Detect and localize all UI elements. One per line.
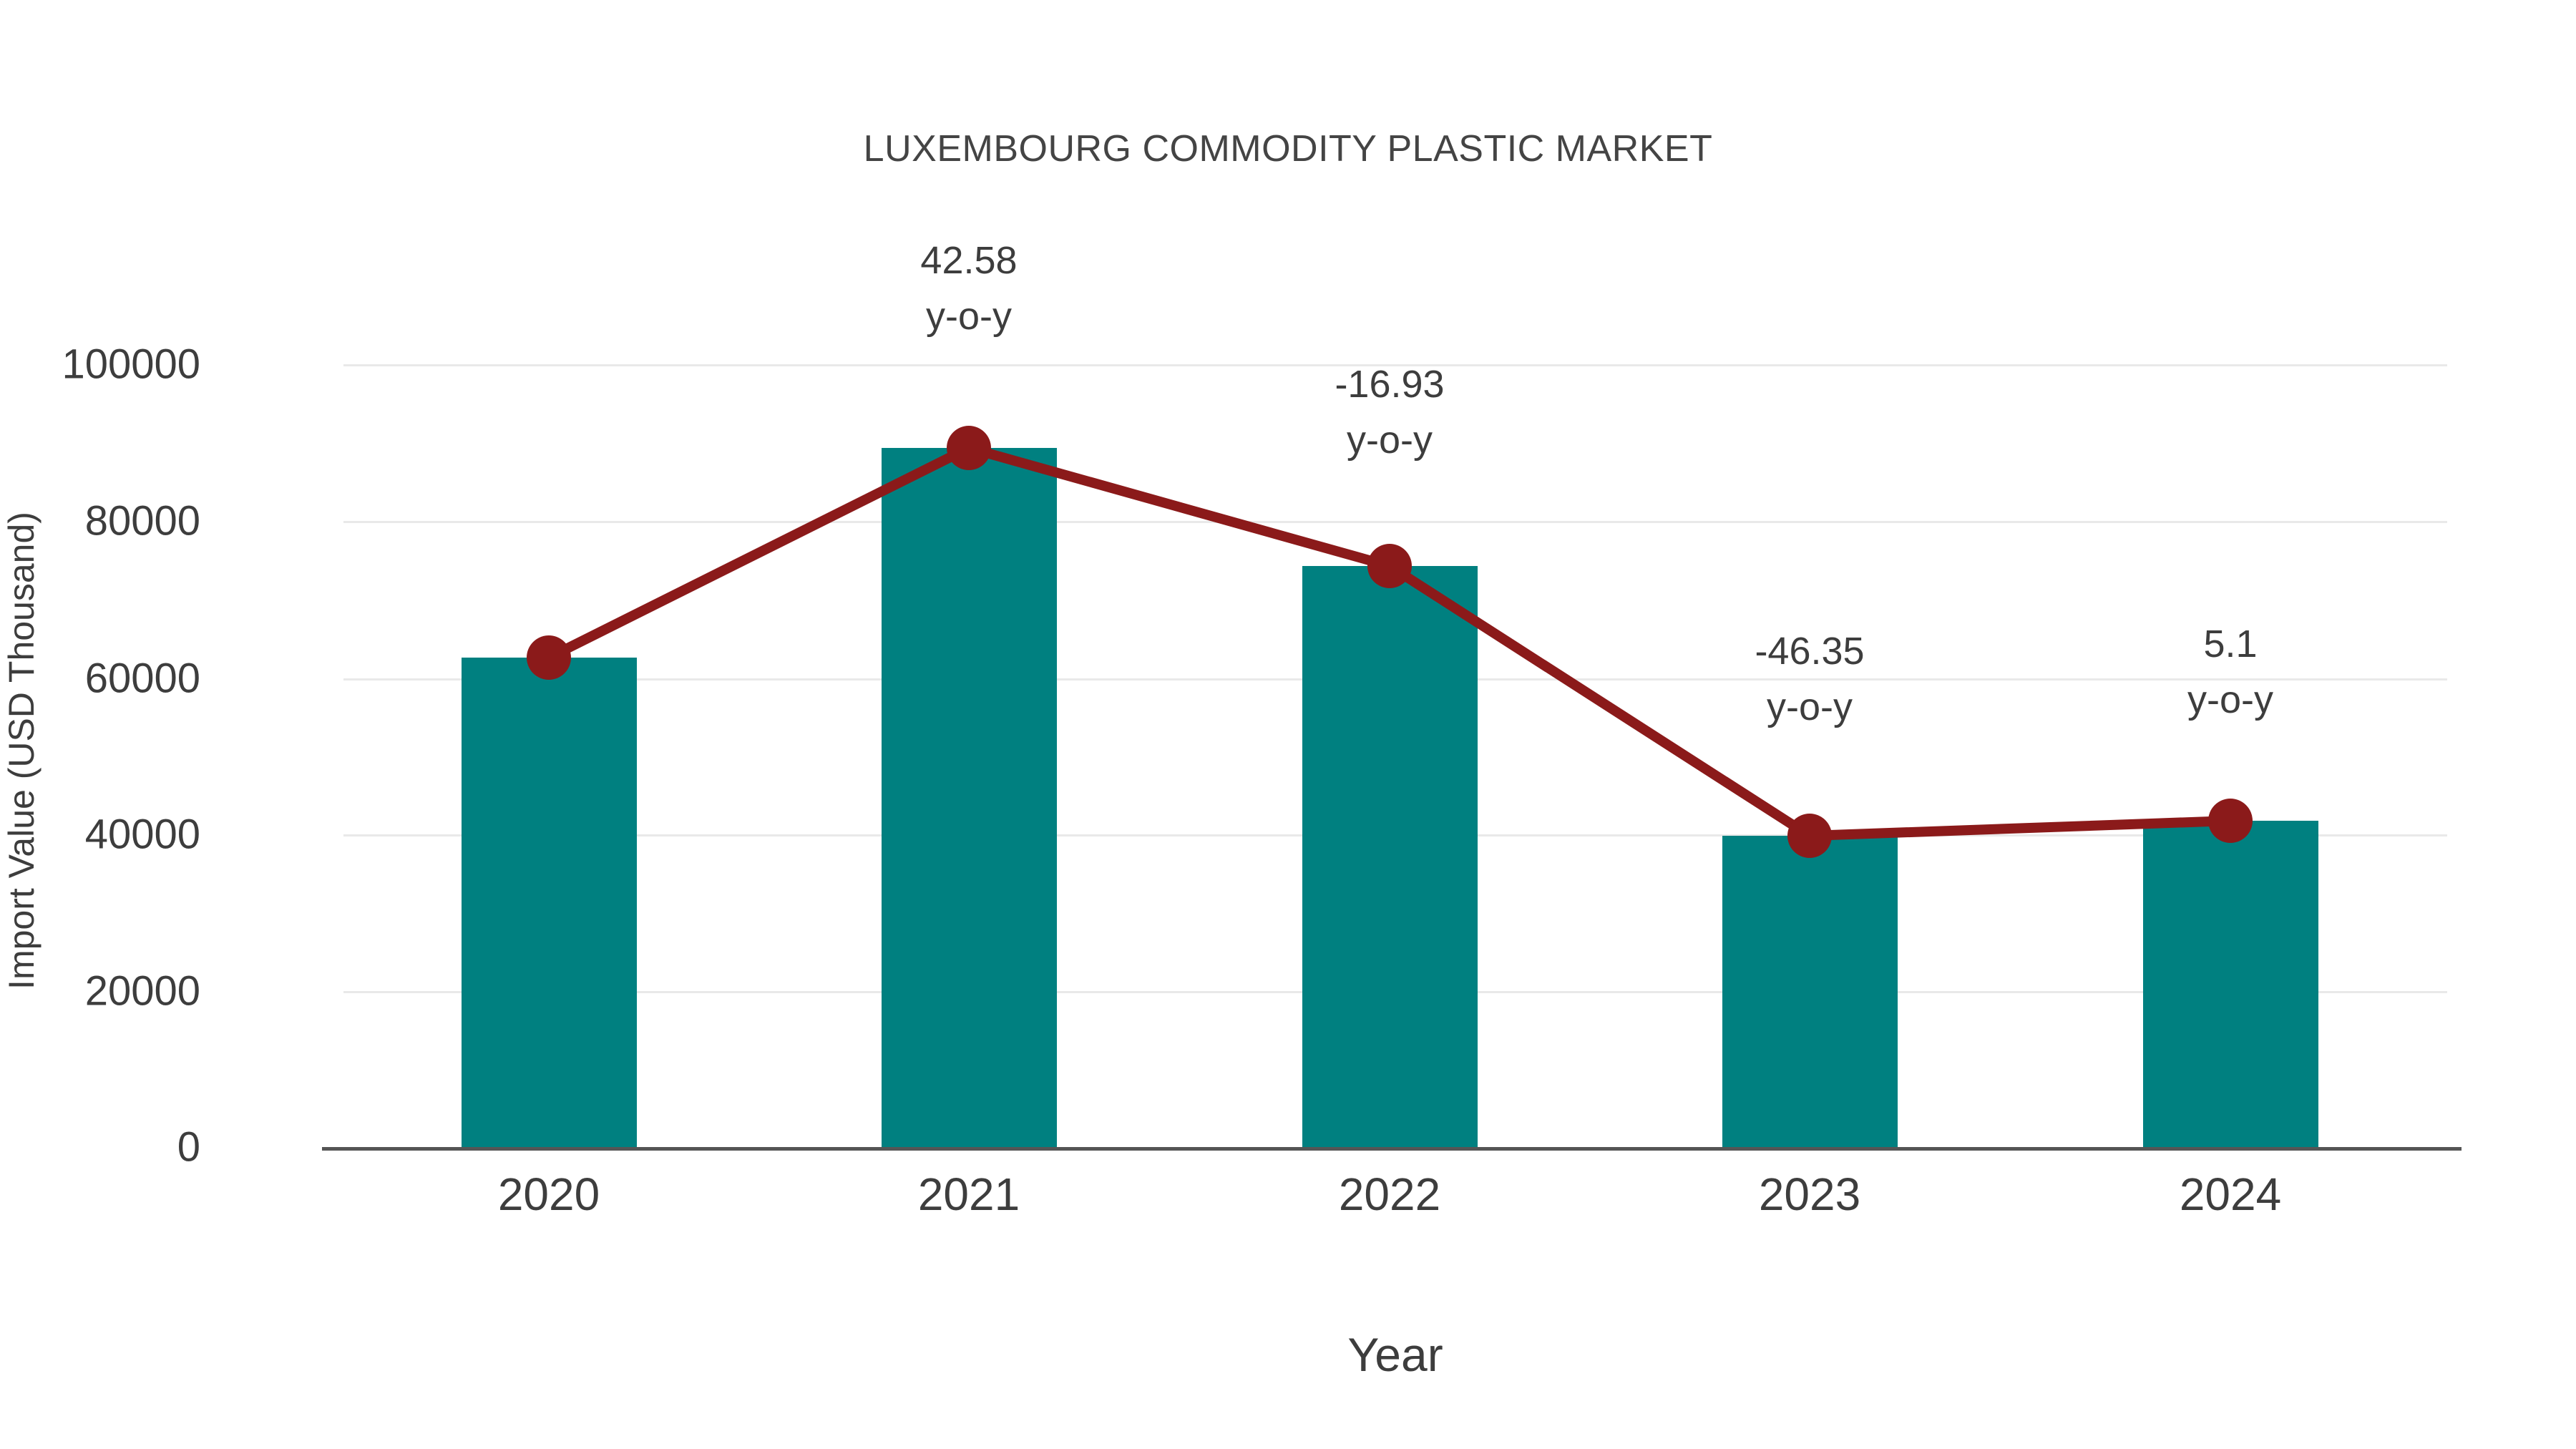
plot-area: 100000 80000 60000 40000 20000 0 42.58 y… [62,239,2462,1220]
y-tick-label-80000: 80000 [84,497,200,545]
yoy-annotation-2023-value: -46.35 [1755,630,1865,673]
yoy-annotation-2023: -46.35 y-o-y [1645,623,1974,736]
bar-2022[interactable] [1302,566,1478,1147]
yoy-annotation-2022-value: -16.93 [1335,363,1445,406]
bar-2020[interactable] [462,658,637,1147]
x-tick-label-2021: 2021 [917,1169,1020,1220]
y-tick-label-60000: 60000 [84,655,200,702]
yoy-annotation-2021-suffix: y-o-y [926,295,1012,338]
yoy-annotation-2021-value: 42.58 [920,239,1018,282]
bar-2021[interactable] [882,448,1057,1147]
yoy-annotation-2024-suffix: y-o-y [2187,678,2273,722]
x-tick-label-2022: 2022 [1338,1169,1441,1220]
yoy-annotation-2024-value: 5.1 [2203,623,2258,665]
x-axis-title: Year [1347,1328,1443,1381]
yoy-annotation-2022-suffix: y-o-y [1347,419,1433,462]
gridline-80000 [343,521,2447,523]
y-tick-label-0: 0 [177,1123,200,1171]
bar-2024[interactable] [2143,821,2318,1147]
x-axis-line [322,1147,2462,1151]
yoy-annotation-2023-suffix: y-o-y [1767,686,1853,729]
yoy-annotation-2021: 42.58 y-o-y [804,233,1133,345]
gridline-100000 [343,364,2447,366]
y-tick-label-100000: 100000 [62,341,200,388]
x-tick-label-2023: 2023 [1758,1169,1861,1220]
yoy-annotation-2022: -16.93 y-o-y [1225,356,1554,469]
yoy-annotation-2024: 5.1 y-o-y [2066,616,2395,728]
x-tick-label-2020: 2020 [497,1169,600,1220]
y-axis-title: Import Value (USD Thousand) [1,512,42,990]
bar-2023[interactable] [1722,836,1898,1147]
x-tick-label-2024: 2024 [2179,1169,2282,1220]
y-tick-label-40000: 40000 [84,811,200,858]
y-tick-label-20000: 20000 [84,967,200,1015]
chart-title: LUXEMBOURG COMMODITY PLASTIC MARKET [863,128,1713,170]
